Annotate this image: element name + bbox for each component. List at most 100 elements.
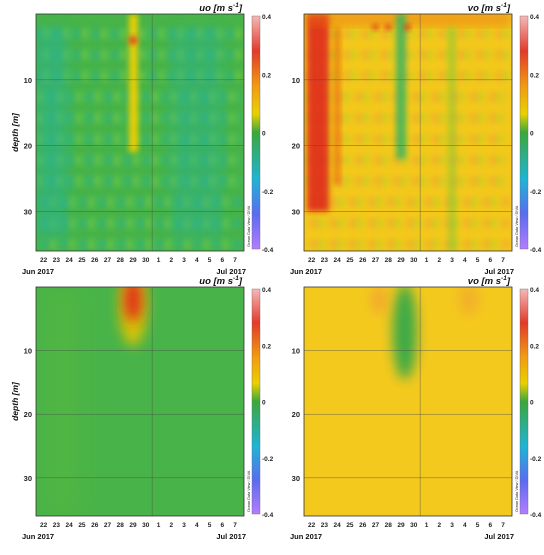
texture-blob — [106, 217, 115, 230]
texture-blob — [361, 196, 370, 209]
colorbar-tick-label: 0.2 — [530, 343, 539, 350]
texture-blob — [355, 48, 364, 61]
texture-blob — [495, 217, 504, 230]
colorbar-tick-label: 0 — [530, 400, 534, 407]
texture-blob — [463, 238, 472, 251]
colorbar — [251, 288, 261, 515]
texture-blob — [374, 133, 383, 146]
texture-blob — [457, 238, 466, 251]
texture-blob — [368, 133, 377, 146]
heatmap-field — [36, 287, 244, 516]
texture-blob — [93, 48, 102, 61]
texture-blob — [387, 175, 396, 188]
texture-blob — [151, 154, 160, 167]
x-tick-label: 23 — [321, 522, 329, 529]
texture-blob — [164, 27, 173, 40]
texture-blob — [151, 27, 160, 40]
texture-blob — [381, 48, 390, 61]
texture-blob — [227, 175, 236, 188]
texture-blob — [227, 69, 236, 82]
texture-blob — [157, 154, 166, 167]
texture-blob — [502, 175, 511, 188]
x-tick-label: 2 — [169, 257, 173, 264]
texture-blob — [425, 217, 434, 230]
texture-blob — [349, 133, 358, 146]
plot-frame — [35, 286, 245, 517]
texture-blob — [393, 238, 402, 251]
texture-blob — [100, 69, 109, 82]
texture-blob — [355, 112, 364, 125]
texture-blob — [125, 217, 134, 230]
texture-blob — [81, 90, 90, 103]
x-tick-label: 6 — [488, 257, 492, 264]
x-tick-label: 5 — [208, 522, 212, 529]
texture-blob — [157, 48, 166, 61]
texture-blob — [100, 48, 109, 61]
x-tick-label: 2 — [437, 257, 441, 264]
x-tick-label: 2 — [437, 522, 441, 529]
texture-blob — [406, 217, 415, 230]
texture-blob — [221, 175, 230, 188]
texture-blob — [87, 133, 96, 146]
texture-blob — [489, 112, 498, 125]
texture-blob — [381, 196, 390, 209]
title-bracket: ] — [506, 276, 511, 287]
texture-blob — [483, 112, 492, 125]
texture-blob — [87, 175, 96, 188]
texture-blob — [406, 238, 415, 251]
texture-blob — [489, 196, 498, 209]
texture-blob — [457, 133, 466, 146]
texture-blob — [483, 217, 492, 230]
hotspot — [128, 36, 137, 45]
texture-blob — [170, 238, 179, 251]
x-tick-label: 5 — [476, 522, 480, 529]
texture-blob — [489, 69, 498, 82]
texture-blob — [483, 238, 492, 251]
texture-blob — [489, 175, 498, 188]
texture-blob — [387, 196, 396, 209]
texture-blob — [457, 175, 466, 188]
colorbar-tick-label: 0.4 — [530, 14, 539, 21]
colorbar-tick-label: -0.2 — [262, 456, 274, 463]
texture-blob — [119, 48, 128, 61]
x-tick-label: 27 — [104, 257, 112, 264]
texture-blob — [470, 133, 479, 146]
texture-blob — [355, 69, 364, 82]
texture-blob — [87, 196, 96, 209]
texture-blob — [438, 69, 447, 82]
texture-blob — [355, 133, 364, 146]
texture-blob — [495, 27, 504, 40]
x-tick-label: 5 — [208, 257, 212, 264]
texture-blob — [355, 238, 364, 251]
texture-blob — [61, 238, 70, 251]
texture-blob — [68, 217, 77, 230]
x-tick-label: 7 — [233, 257, 237, 264]
texture-blob — [470, 112, 479, 125]
texture-blob — [412, 238, 421, 251]
texture-blob — [419, 133, 428, 146]
texture-blob — [144, 69, 153, 82]
texture-blob — [138, 154, 147, 167]
texture-blob — [234, 238, 243, 251]
red-band — [307, 14, 329, 212]
texture-blob — [412, 196, 421, 209]
texture-blob — [432, 27, 441, 40]
texture-blob — [221, 69, 230, 82]
texture-blob — [381, 90, 390, 103]
plot-frame — [35, 13, 245, 252]
texture-blob — [106, 27, 115, 40]
texture-blob — [349, 112, 358, 125]
texture-blob — [476, 154, 485, 167]
orange-patch — [371, 287, 388, 314]
texture-blob — [138, 112, 147, 125]
texture-blob — [502, 27, 511, 40]
x-tick-label: 27 — [372, 522, 380, 529]
texture-blob — [144, 196, 153, 209]
texture-blob — [368, 27, 377, 40]
texture-blob — [393, 175, 402, 188]
x-tick-label: 29 — [129, 522, 137, 529]
texture-blob — [457, 154, 466, 167]
texture-blob — [87, 112, 96, 125]
texture-blob — [138, 217, 147, 230]
colorbar-tick-label: -0.4 — [262, 512, 274, 519]
